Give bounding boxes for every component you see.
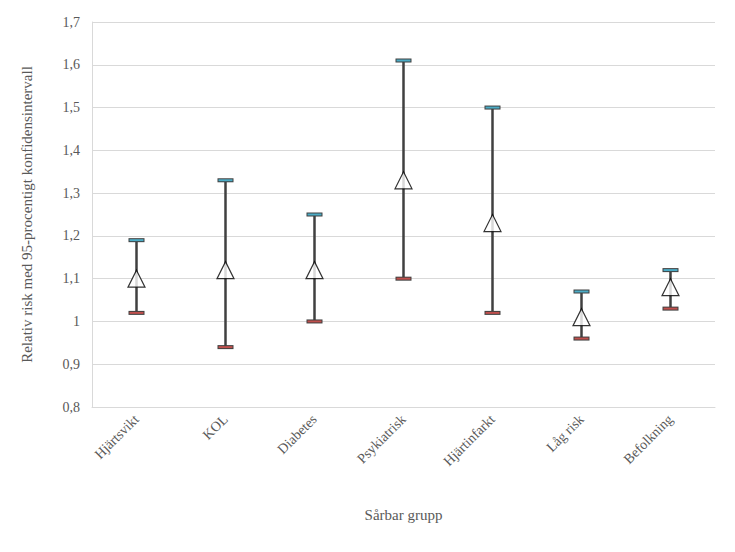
svg-text:1: 1 — [73, 314, 80, 329]
svg-text:1,2: 1,2 — [63, 228, 81, 243]
svg-text:1,1: 1,1 — [63, 271, 81, 286]
svg-text:0,9: 0,9 — [63, 357, 81, 372]
svg-text:Relativ risk med 95-procentigt: Relativ risk med 95-procentigt konfidens… — [19, 66, 35, 363]
svg-text:Befolkning: Befolkning — [621, 412, 676, 467]
svg-text:1,6: 1,6 — [63, 57, 81, 72]
svg-text:Hjärtinfarkt: Hjärtinfarkt — [441, 412, 498, 469]
svg-text:Sårbar grupp: Sårbar grupp — [365, 507, 443, 523]
svg-text:1,3: 1,3 — [63, 186, 81, 201]
svg-text:Låg risk: Låg risk — [544, 412, 587, 455]
svg-text:0,8: 0,8 — [63, 400, 81, 415]
svg-text:KOL: KOL — [200, 412, 231, 443]
svg-text:1,5: 1,5 — [63, 100, 81, 115]
svg-text:1,4: 1,4 — [63, 143, 81, 158]
svg-text:Hjärtsvikt: Hjärtsvikt — [92, 412, 142, 462]
svg-text:Psykiatrisk: Psykiatrisk — [354, 412, 409, 467]
svg-text:1,7: 1,7 — [63, 15, 81, 30]
svg-text:Diabetes: Diabetes — [275, 412, 320, 457]
